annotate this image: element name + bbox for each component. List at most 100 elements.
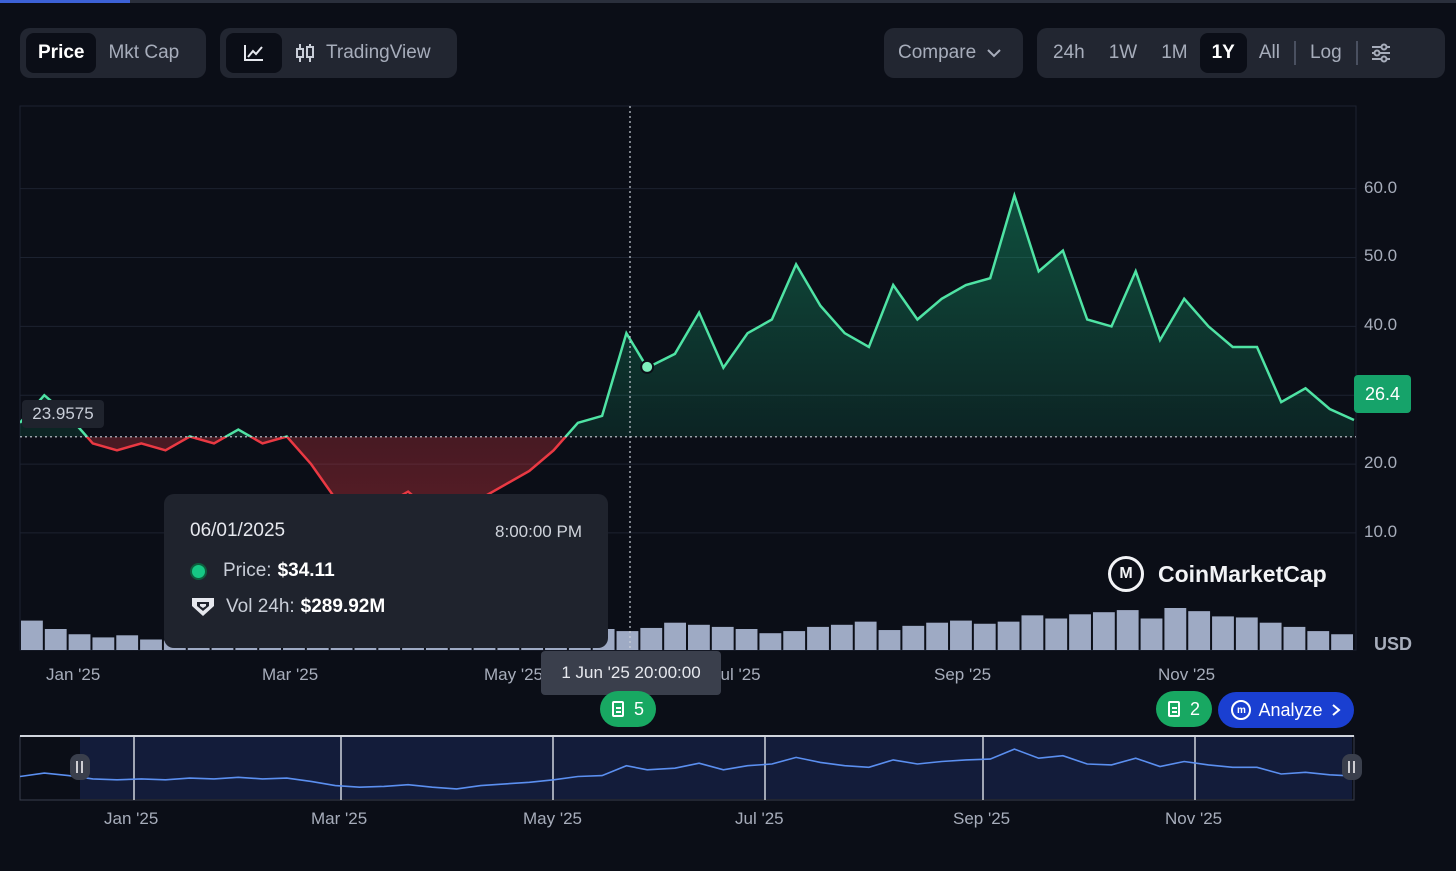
- volume-bar: [1283, 626, 1306, 650]
- y-tick-label: 40.0: [1364, 315, 1398, 335]
- area-above-baseline: [20, 195, 1354, 437]
- volume-bar: [854, 621, 877, 650]
- x-tick-label: Jan '25: [46, 665, 101, 684]
- volume-bar: [783, 631, 806, 650]
- volume-bar: [640, 627, 663, 650]
- range-all[interactable]: All: [1258, 42, 1280, 63]
- navigator-handle-right[interactable]: [1342, 754, 1362, 780]
- baseline-value-label: 23.9575: [22, 400, 104, 428]
- chart-type-group: TradingView: [220, 28, 457, 78]
- price-line-up: [20, 191, 1355, 437]
- candlestick-icon: [296, 44, 314, 62]
- volume-bar: [1331, 634, 1353, 650]
- volume-bar: [759, 633, 782, 650]
- chevron-down-icon: [987, 49, 1001, 58]
- volume-bar: [735, 629, 758, 650]
- volume-bar: [830, 624, 853, 650]
- document-icon: [612, 701, 624, 717]
- volume-bar: [973, 623, 996, 650]
- news-badge-nov[interactable]: 2: [1156, 691, 1212, 727]
- volume-bar: [688, 624, 710, 650]
- tab-mkt-cap[interactable]: Mkt Cap: [108, 42, 180, 63]
- brand-name: CoinMarketCap: [1158, 560, 1327, 587]
- compare-label: Compare: [898, 42, 977, 63]
- x-tick-label: Nov '25: [1158, 665, 1216, 684]
- y-tick-label: 50.0: [1364, 246, 1398, 266]
- volume-bar: [902, 625, 925, 650]
- range-24h[interactable]: 24h: [1053, 42, 1085, 63]
- navigator-line: [19, 748, 1355, 790]
- hover-point: [640, 359, 655, 374]
- volume-bar: [807, 626, 829, 650]
- analyze-logo-icon: m: [1231, 700, 1252, 720]
- tradingview-label: TradingView: [326, 42, 431, 63]
- volume-bar: [140, 639, 162, 650]
- tab-price[interactable]: Price: [26, 33, 97, 73]
- volume-bar: [664, 622, 686, 650]
- volume-bar: [68, 634, 91, 650]
- news-count: 2: [1189, 698, 1200, 719]
- analyze-button[interactable]: m Analyze: [1218, 692, 1354, 728]
- y-tick-label: 20.0: [1364, 453, 1398, 473]
- range-group: 24h 1W 1M 1Y All Log: [1037, 28, 1445, 78]
- volume-bar: [116, 635, 139, 650]
- navigator-tick-label: Nov '25: [1165, 809, 1223, 828]
- line-chart-icon: [244, 45, 263, 61]
- volume-bar: [1259, 622, 1282, 650]
- last-price-label: 26.4: [1354, 375, 1411, 413]
- volume-bar: [1212, 616, 1234, 650]
- tooltip-price-label: Price:: [223, 560, 272, 581]
- x-tick-label: Mar '25: [262, 665, 319, 684]
- analyze-label: Analyze: [1258, 699, 1323, 720]
- navigator-tick-label: Mar '25: [311, 809, 368, 828]
- tooltip-vol-label: Vol 24h:: [226, 596, 295, 617]
- tooltip-vol-value: $289.92M: [300, 596, 386, 617]
- settings-button[interactable]: [1360, 33, 1402, 73]
- volume-bar: [878, 630, 901, 650]
- range-1w[interactable]: 1W: [1108, 42, 1138, 63]
- volume-bar: [1069, 614, 1091, 650]
- volume-bar: [1164, 608, 1187, 650]
- volume-bar: [44, 629, 67, 650]
- log-toggle[interactable]: Log: [1309, 42, 1342, 63]
- volume-bar: [1307, 631, 1330, 650]
- document-icon: [1168, 701, 1180, 717]
- y-tick-label: 60.0: [1364, 177, 1398, 197]
- navigator-tick-label: Sep '25: [953, 809, 1011, 828]
- coinmarketcap-watermark: M CoinMarketCap: [1108, 556, 1327, 592]
- volume-bar: [711, 626, 734, 650]
- x-tick-label: Jul '25: [712, 665, 761, 684]
- volume-bar: [1021, 615, 1044, 650]
- range-1m[interactable]: 1M: [1161, 42, 1188, 63]
- navigator-tick-label: May '25: [523, 809, 582, 828]
- x-tick-label: May '25: [484, 665, 543, 684]
- navigator-handle-left[interactable]: [70, 754, 90, 780]
- volume-bar: [1235, 617, 1258, 650]
- sliders-icon: [1371, 43, 1390, 63]
- x-tick-label: Sep '25: [934, 665, 992, 684]
- volume-bar: [1188, 611, 1211, 650]
- view-toggle-group: Price Mkt Cap: [20, 28, 206, 78]
- tradingview-button[interactable]: TradingView: [282, 33, 443, 73]
- compare-button[interactable]: Compare: [890, 33, 1010, 73]
- compare-dropdown[interactable]: Compare: [884, 28, 1023, 78]
- navigator-tick-label: Jan '25: [104, 809, 159, 828]
- volume-bar: [1092, 612, 1115, 650]
- tooltip-time: 8:00:00 PM: [495, 522, 582, 541]
- volume-bar: [21, 620, 43, 650]
- range-1y[interactable]: 1Y: [1199, 33, 1247, 73]
- volume-bar: [1116, 610, 1139, 650]
- volume-bar: [997, 621, 1020, 650]
- volume-bar: [926, 622, 949, 650]
- volume-shield-icon: [192, 598, 214, 616]
- tooltip-date: 06/01/2025: [190, 520, 286, 541]
- top-border: [0, 0, 1456, 3]
- volume-bar: [92, 637, 115, 650]
- volume-bar: [1045, 618, 1068, 650]
- news-count: 5: [633, 698, 644, 719]
- navigator-tick-label: Jul '25: [735, 809, 784, 828]
- news-badge-june[interactable]: 5: [600, 691, 656, 727]
- price-tooltip: 06/01/2025 8:00:00 PM Price: $34.11 Vol …: [164, 494, 608, 648]
- line-chart-button[interactable]: [226, 33, 282, 73]
